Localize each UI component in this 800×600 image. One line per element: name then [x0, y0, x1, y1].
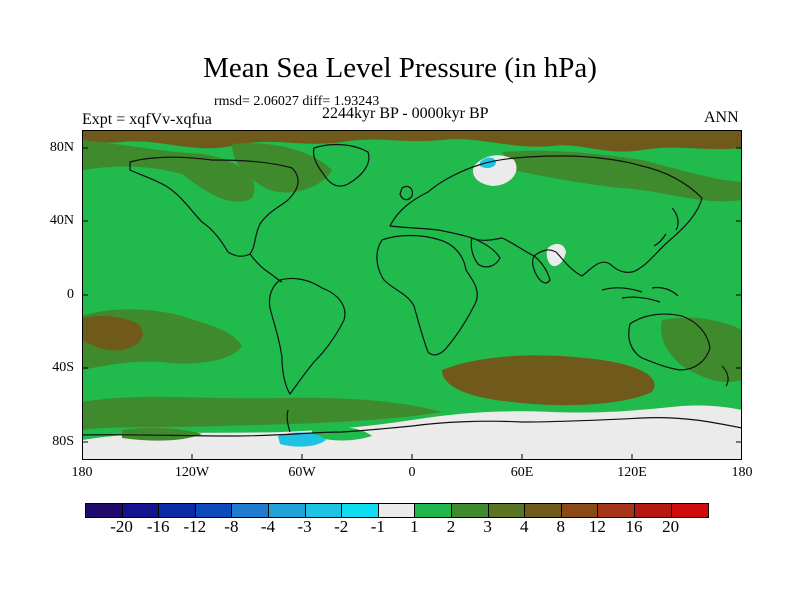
arctic-high-patch — [82, 130, 742, 152]
lat-label: 40S — [52, 360, 74, 375]
lat-label: 80S — [52, 434, 74, 449]
ross-positive-patch — [122, 427, 202, 441]
north-america-patch — [232, 143, 332, 193]
colorbar-swatch — [378, 504, 416, 517]
india-coast — [532, 255, 551, 284]
colorbar-label: -20 — [110, 517, 133, 536]
south-america-coast — [268, 277, 346, 395]
southern-ocean-ring-patch — [82, 396, 442, 430]
africa-coast — [376, 234, 478, 356]
colorbar-swatch — [671, 504, 709, 517]
eurasia-coast — [389, 155, 703, 277]
colorbar-swatch — [195, 504, 233, 517]
ticks — [82, 147, 742, 460]
colorbar-label: -2 — [334, 517, 349, 536]
colorbar-label: -3 — [297, 517, 312, 536]
colorbar-label: 4 — [519, 517, 529, 536]
colorbar-swatch — [415, 504, 452, 517]
colorbar-label: 2 — [446, 517, 456, 536]
colorbar-swatch — [451, 504, 489, 517]
arabia-coast — [470, 237, 501, 268]
antarctic-low-patch — [82, 405, 742, 460]
colorbar-label: -1 — [370, 517, 385, 536]
anomaly-patches — [82, 130, 742, 460]
north-america-coast — [129, 156, 299, 257]
lon-label: 0 — [408, 465, 416, 480]
antarctic-strong-low-patch — [278, 432, 326, 447]
japan-coast — [653, 207, 679, 247]
colorbar-swatch — [561, 504, 599, 517]
uk-coast — [399, 185, 413, 201]
coastlines — [82, 143, 742, 437]
north-pacific-patch — [82, 140, 255, 202]
lon-label: 180 — [71, 465, 93, 480]
southern-ocean-patch — [442, 355, 655, 406]
period-label: 2244kyr BP - 0000kyr BP — [322, 105, 489, 122]
colorbar-swatch — [488, 504, 526, 517]
season-label: ANN — [704, 109, 739, 126]
colorbar-label: -16 — [146, 517, 170, 536]
colorbar-label: 3 — [483, 517, 492, 536]
indian-ocean-patch — [660, 317, 742, 383]
colorbar-swatch — [525, 504, 562, 517]
experiment-label: Expt = xqfVv-xqfua — [82, 111, 212, 128]
antarctic-peninsula-coast — [286, 409, 291, 433]
colorbar-swatch — [342, 504, 379, 517]
south-pacific-outer-patch — [82, 316, 143, 351]
colorbar-swatch — [598, 504, 635, 517]
lat-label: 0 — [67, 287, 74, 302]
lon-label: 60W — [288, 465, 316, 480]
lon-label: 120W — [174, 465, 210, 480]
lon-label: 180 — [731, 465, 753, 480]
greenland-coast — [312, 143, 370, 187]
colorbar-swatch — [122, 504, 160, 517]
colorbar — [85, 503, 710, 518]
eurasia-patch — [502, 150, 742, 202]
colorbar-swatch — [159, 504, 196, 517]
colorbar-label: 20 — [662, 517, 680, 536]
colorbar-label: 12 — [588, 517, 606, 536]
colorbar-label: -8 — [224, 517, 239, 536]
rmsd-diff-stats: rmsd= 2.06027 diff= 1.93243 — [214, 94, 380, 109]
colorbar-swatch — [86, 504, 123, 517]
antarctica-coast — [82, 417, 742, 437]
colorbar-swatch — [232, 504, 269, 517]
tibet-low-patch — [546, 243, 566, 267]
colorbar-swatch — [305, 504, 343, 517]
colorbar-label: -4 — [260, 517, 276, 536]
lon-label: 120E — [617, 465, 647, 480]
colorbar-label: 8 — [556, 517, 566, 536]
australia-coast — [628, 313, 711, 371]
pressure-anomaly-map — [82, 130, 742, 460]
colorbar-label: 1 — [410, 517, 419, 536]
lon-label: 60E — [510, 465, 534, 480]
new-zealand-coast — [721, 365, 729, 387]
colorbar-label: 16 — [625, 517, 643, 536]
central-america-coast — [249, 253, 283, 283]
colorbar-swatch — [268, 504, 306, 517]
colorbar-label: -12 — [183, 517, 207, 536]
lat-label: 40N — [49, 213, 74, 228]
colorbar-swatch — [634, 504, 672, 517]
map-title: Mean Sea Level Pressure (in hPa) — [203, 52, 597, 84]
lat-label: 80N — [49, 140, 74, 155]
indonesia-coast — [601, 286, 679, 303]
